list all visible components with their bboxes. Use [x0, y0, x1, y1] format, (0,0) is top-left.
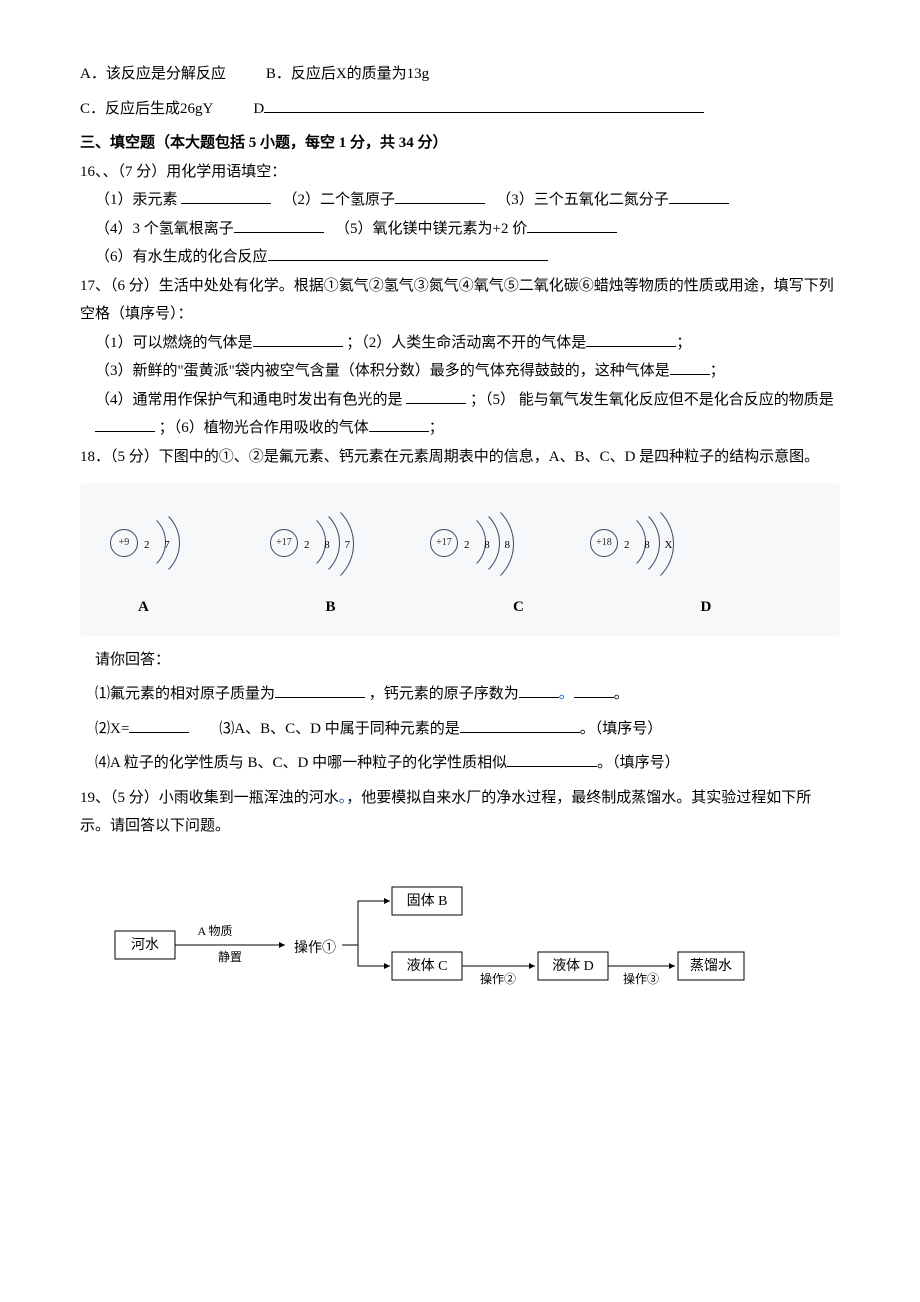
- q15-row1: A．该反应是分解反应 B．反应后X的质量为13g: [80, 60, 840, 89]
- flow-liquidC: 液体 C: [407, 958, 448, 974]
- q17-4-label: （4）通常用作保护气和通电时发出有色光的是: [95, 392, 403, 408]
- atom-label-A: A: [110, 593, 248, 622]
- atom-A: +9 2 7: [110, 507, 220, 577]
- q17-6-blank: [369, 416, 429, 432]
- q15-optC: C．反应后生成26gY: [80, 95, 213, 124]
- q16-2-label: （2）二个氢原子: [283, 192, 396, 208]
- q18-1b-dot-icon: 。: [559, 686, 574, 702]
- q17-5-label: ；（5） 能与氧气发生氧化反应但不是化合反应的物质是: [470, 392, 834, 408]
- flow-a-subst: A 物质: [197, 924, 232, 938]
- q19-head: 19、（5 分）小雨收集到一瓶浑浊的河水。，他要模拟自来水厂的净水过程，最终制成…: [80, 784, 840, 841]
- flow-op3: 操作③: [623, 971, 659, 986]
- q17-3-label: （3）新鲜的"蛋黄派"袋内被空气含量（体积分数）最多的气体充得鼓鼓的，这种气体是: [95, 363, 670, 379]
- q17-1-end: ；: [676, 335, 691, 351]
- atom-D: +18 2 8 X: [590, 507, 700, 577]
- q18-1c-end: 。: [614, 686, 629, 702]
- q15-optD-label: D: [253, 101, 264, 117]
- atom-C: +17 2 8 8: [430, 507, 540, 577]
- q17-2-label: ；（2）人类生命活动离不开的气体是: [346, 335, 586, 351]
- q16-3-label: （3）三个五氧化二氮分子: [496, 192, 669, 208]
- flow-solidB: 固体 B: [407, 893, 448, 909]
- q17-6-label: ；（6）植物光合作用吸收的气体: [159, 420, 369, 436]
- q18-1b-blank-right: [574, 682, 614, 698]
- q18-2b-label: ⑶A、B、C、D 中属于同种元素的是: [219, 721, 459, 737]
- flow-distilled: 蒸馏水: [690, 958, 732, 974]
- q15-optB: B．反应后X的质量为13g: [266, 60, 429, 89]
- flow-diagram: 河水 A 物质 静置 操作① 固体 B 液体 C 操作② 液体 D 操作③ 蒸馏…: [110, 871, 840, 1002]
- q16-4-label: （4）3 个氢氧根离子: [95, 221, 234, 237]
- q17-head: 17、（6 分）生活中处处有化学。根据①氦气②氢气③氮气④氧气⑤二氧化碳⑥蜡烛等…: [80, 272, 840, 329]
- flow-svg: 河水 A 物质 静置 操作① 固体 B 液体 C 操作② 液体 D 操作③ 蒸馏…: [110, 871, 750, 991]
- q18-3a-label: ⑷A 粒子的化学性质与 B、C、D 中哪一种粒子的化学性质相似: [95, 755, 507, 771]
- flow-river-text: 河水: [131, 937, 159, 953]
- atom-label-row: A B C D: [80, 587, 840, 632]
- q18-sub2: ⑵X= ⑶A、B、C、D 中属于同种元素的是 。（填序号）: [80, 715, 840, 744]
- atom-label-D: D: [673, 593, 811, 622]
- flow-op2: 操作②: [480, 971, 516, 986]
- q15-optD-blank: [264, 97, 704, 113]
- q17-2-blank: [586, 331, 676, 347]
- q18-3a-blank: [507, 751, 597, 767]
- q18-3c-end: 。（填序号）: [597, 755, 680, 771]
- q17-line2: （3）新鲜的"蛋黄派"袋内被空气含量（体积分数）最多的气体充得鼓鼓的，这种气体是…: [80, 357, 840, 386]
- atom-B: +17 2 8 7: [270, 507, 380, 577]
- q18-2a-label: ⑵X=: [95, 721, 129, 737]
- atom-label-C: C: [485, 593, 623, 622]
- q16-1-label: （1）汞元素: [95, 192, 178, 208]
- q18-1a-blank: [275, 682, 365, 698]
- q16-6-label: （6）有水生成的化合反应: [95, 249, 268, 265]
- q15-row2: C．反应后生成26gY D: [80, 95, 840, 124]
- atom-label-B: B: [298, 593, 436, 622]
- q17-6-end: ；: [429, 420, 444, 436]
- q16-4-blank: [234, 217, 324, 233]
- flow-liquidD: 液体 D: [552, 958, 594, 974]
- atom-B-shellnums: 2 8 7: [304, 535, 356, 556]
- q17-line3: （4）通常用作保护气和通电时发出有色光的是 ；（5） 能与氧气发生氧化反应但不是…: [80, 386, 840, 443]
- q16-head: 16、、（7 分）用化学用语填空：: [80, 158, 840, 187]
- q16-1-blank: [181, 188, 271, 204]
- q17-line1: （1）可以燃烧的气体是 ；（2）人类生命活动离不开的气体是 ；: [80, 329, 840, 358]
- q18-sub3: ⑷A 粒子的化学性质与 B、C、D 中哪一种粒子的化学性质相似 。（填序号）: [80, 749, 840, 778]
- q17-1-label: （1）可以燃烧的气体是: [95, 335, 253, 351]
- q15-optD: D: [253, 95, 704, 124]
- q15-optA: A．该反应是分解反应: [80, 60, 226, 89]
- q16-line3: （6）有水生成的化合反应: [80, 243, 840, 272]
- q18-2c-end: 。（填序号）: [580, 721, 663, 737]
- flow-op1: 操作①: [294, 940, 336, 956]
- flow-settle: 静置: [218, 950, 242, 964]
- q16-5-blank: [527, 217, 617, 233]
- atom-row: +9 2 7 +17 2 8 7 +17 2 8 8 +18 2 8 X: [80, 487, 840, 587]
- q16-2-blank: [395, 188, 485, 204]
- atom-diagram-area: +9 2 7 +17 2 8 7 +17 2 8 8 +18 2 8 X: [80, 483, 840, 636]
- section3-title: 三、填空题（本大题包括 5 小题，每空 1 分，共 34 分）: [80, 129, 840, 158]
- q16-5-label: （5）氧化镁中镁元素为+2 价: [335, 221, 527, 237]
- q16-3-blank: [669, 188, 729, 204]
- q17-3-blank: [670, 359, 710, 375]
- atom-D-shellnums: 2 8 X: [624, 535, 678, 556]
- q16-line2: （4）3 个氢氧根离子 （5）氧化镁中镁元素为+2 价: [80, 215, 840, 244]
- atom-A-shellnums: 2 7: [144, 535, 176, 556]
- q18-head: 18．（5 分）下图中的①、②是氟元素、钙元素在元素周期表中的信息，A、B、C、…: [80, 443, 840, 472]
- q16-line1: （1）汞元素 （2）二个氢原子 （3）三个五氧化二氮分子: [80, 186, 840, 215]
- q17-5-blank: [95, 416, 155, 432]
- q17-3-end: ；: [710, 363, 725, 379]
- q18-1b-blank-left: [519, 682, 559, 698]
- q16-6-blank: [268, 245, 548, 261]
- q18-2a-blank: [129, 717, 189, 733]
- q18-2b-blank: [460, 717, 580, 733]
- atom-C-shellnums: 2 8 8: [464, 535, 516, 556]
- q18-1a-label: ⑴氟元素的相对原子质量为: [95, 686, 275, 702]
- q17-4-blank: [406, 388, 466, 404]
- q19-head-a: 19、（5 分）小雨收集到一瓶浑浊的河水: [80, 790, 339, 806]
- q18-sub1: ⑴氟元素的相对原子质量为 ，钙元素的原子序数为 。 。: [80, 680, 840, 709]
- q18-answer-head: 请你回答：: [80, 646, 840, 675]
- q18-1b-label: ，钙元素的原子序数为: [369, 686, 519, 702]
- q17-1-blank: [253, 331, 343, 347]
